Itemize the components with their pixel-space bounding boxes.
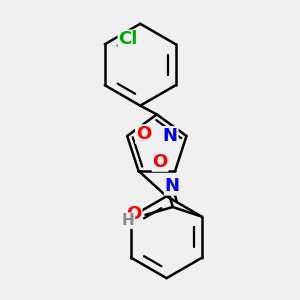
Text: O: O — [136, 125, 151, 143]
Text: O: O — [126, 205, 142, 223]
Text: N: N — [163, 127, 178, 145]
Text: O: O — [152, 153, 168, 171]
Text: H: H — [122, 213, 134, 228]
Text: Cl: Cl — [118, 30, 138, 48]
Text: N: N — [165, 177, 180, 195]
